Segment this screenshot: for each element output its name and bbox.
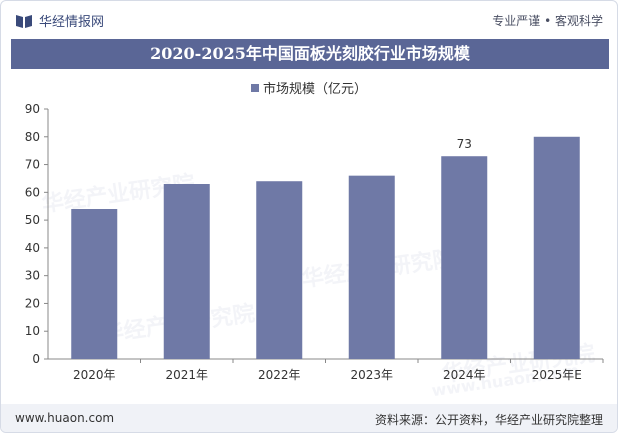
y-tick-label: 10: [25, 324, 40, 338]
chart-legend: 市场规模（亿元）: [1, 78, 617, 97]
footer: www.huaon.com 资料来源：公开资料，华经产业研究院整理: [1, 404, 617, 432]
brand[interactable]: 华经情报网: [15, 11, 104, 30]
y-tick-label: 70: [25, 158, 40, 172]
legend-swatch: [250, 83, 259, 92]
x-tick-label: 2020年: [73, 368, 116, 382]
brand-name: 华经情报网: [39, 15, 105, 30]
chart-title: 2020-2025年中国面板光刻胶行业市场规模: [150, 44, 470, 63]
y-tick-label: 40: [25, 241, 40, 255]
bar: [256, 181, 303, 359]
y-tick-label: 60: [25, 185, 40, 199]
bar: [348, 175, 395, 359]
x-tick-label: 2022年: [258, 368, 301, 382]
x-tick-label: 2021年: [165, 368, 208, 382]
x-tick-label: 2025年E: [532, 368, 582, 382]
y-tick-label: 0: [32, 352, 40, 366]
footer-url[interactable]: www.huaon.com: [15, 411, 115, 425]
bar: [533, 136, 580, 359]
data-label: 73: [457, 137, 472, 151]
bar: [441, 156, 488, 359]
book-logo-icon: [16, 14, 32, 28]
top-bar: 华经情报网 专业严谨 • 客观科学: [1, 1, 617, 37]
y-tick-label: 90: [25, 102, 40, 116]
bar: [71, 209, 118, 359]
y-tick-label: 80: [25, 130, 40, 144]
footer-source: 资料来源：公开资料，华经产业研究院整理: [374, 413, 603, 427]
x-tick-label: 2023年: [350, 368, 393, 382]
bar: [163, 184, 210, 359]
y-tick-label: 50: [25, 213, 40, 227]
y-tick-label: 20: [25, 296, 40, 310]
slogan: 专业严谨 • 客观科学: [492, 14, 603, 28]
y-tick-label: 30: [25, 269, 40, 283]
legend-label: 市场规模（亿元）: [262, 82, 367, 97]
x-tick-label: 2024年: [443, 368, 486, 382]
bar-chart: 0 10 20 30 40 50 60 70 80 90 2020年 2021年 2022年 2023年 2…: [25, 102, 604, 382]
title-bar: 2020-2025年中国面板光刻胶行业市场规模: [11, 39, 609, 69]
